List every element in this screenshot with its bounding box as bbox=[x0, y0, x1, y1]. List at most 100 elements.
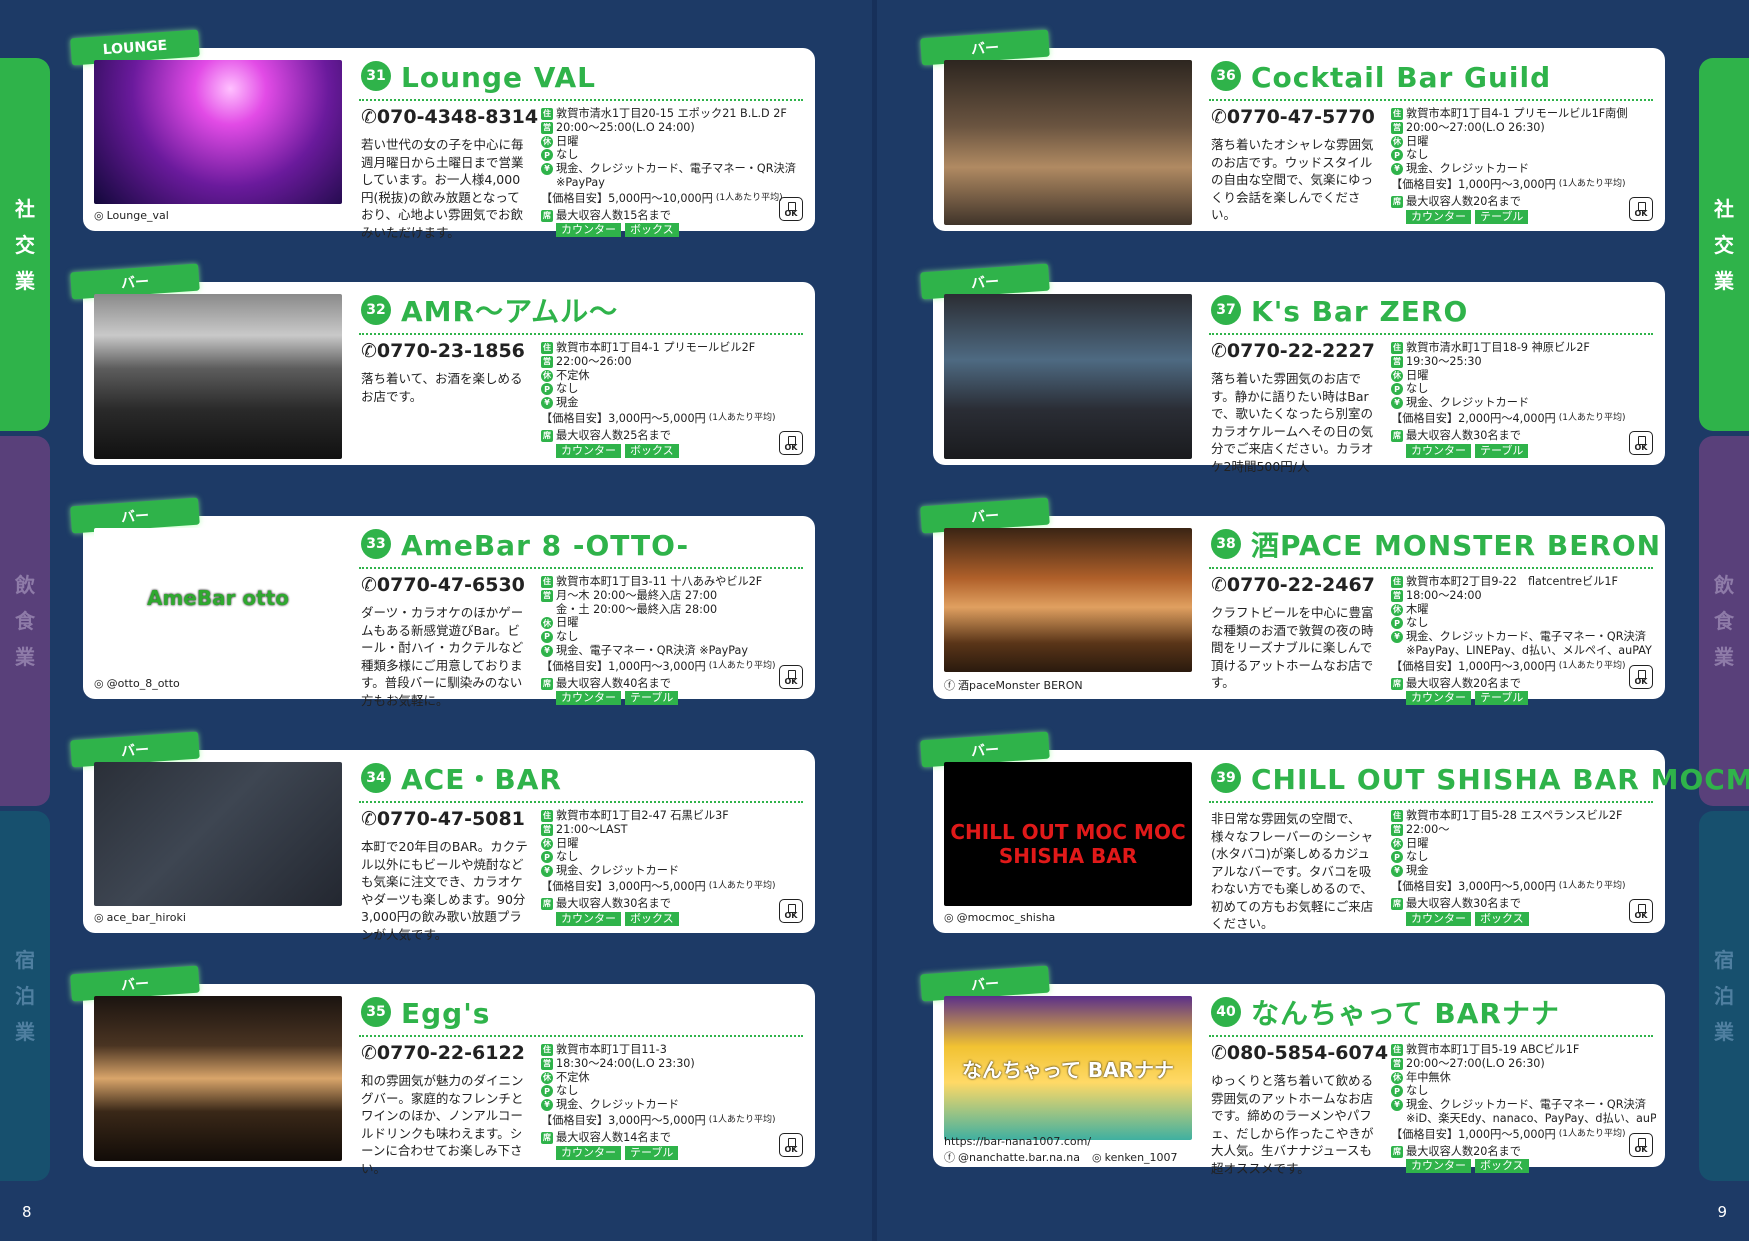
info-icon: 休 bbox=[541, 1071, 553, 1084]
info-row: P なし bbox=[1391, 1084, 1656, 1098]
info-row: P なし bbox=[1391, 850, 1656, 864]
shop-logo: CHILL OUT MOC MOC SHISHA BAR bbox=[950, 819, 1186, 868]
price-note: (1人あたり平均) bbox=[708, 660, 776, 671]
sns-item[interactable]: ◎ ace_bar_hiroki bbox=[94, 911, 186, 924]
divider bbox=[1209, 801, 1653, 803]
info-icon: 住 bbox=[1391, 108, 1403, 120]
side-tab-char: 社 bbox=[1714, 196, 1734, 221]
phone-number[interactable]: ✆0770-23-1856 bbox=[361, 340, 525, 362]
takeout-ok-icon: OK bbox=[1629, 431, 1653, 455]
info-icon: 席 bbox=[541, 209, 553, 222]
shop-number: 32 bbox=[361, 295, 391, 325]
price-row: 【価格目安】1,000円～3,000円 (1人あたり平均) bbox=[1391, 660, 1656, 674]
side-tab-char: 業 bbox=[15, 268, 35, 293]
info-value: 敦賀市本町1丁目2-47 石黒ビル3F bbox=[556, 809, 729, 822]
side-tab-food[interactable]: 飲 食 業 bbox=[0, 436, 50, 806]
info-icon: 席 bbox=[1391, 1145, 1403, 1158]
phone-value: 0770-22-2467 bbox=[1226, 574, 1375, 596]
info-icon: 住 bbox=[541, 576, 553, 588]
info-value: 18:00～24:00 bbox=[1406, 588, 1482, 602]
side-tab-char: 泊 bbox=[1714, 984, 1734, 1008]
info-icon: 営 bbox=[541, 823, 553, 836]
info-value: 現金 bbox=[556, 396, 579, 410]
info-value: なし bbox=[556, 148, 579, 162]
takeout-ok-icon: OK bbox=[779, 197, 803, 221]
info-icon: 席 bbox=[541, 897, 553, 910]
shop-photo: CHILL OUT MOC MOC SHISHA BAR bbox=[944, 762, 1192, 906]
price-value: 【価格目安】5,000円～10,000円 bbox=[541, 191, 713, 205]
price-note: (1人あたり平均) bbox=[708, 412, 776, 423]
sns-item[interactable]: ◎ @otto_8_otto bbox=[94, 677, 180, 690]
info-row: 住敦賀市本町1丁目5-19 ABCビル1F bbox=[1391, 1043, 1656, 1057]
info-value: 敦賀市清水1丁目20-15 エポック21 B.L.D 2F bbox=[556, 107, 787, 120]
takeout-ok-icon: OK bbox=[779, 431, 803, 455]
price-row: 【価格目安】3,000円～5,000円 (1人あたり平均) bbox=[541, 1114, 806, 1128]
info-icon: ¥ bbox=[541, 865, 553, 878]
shop-url[interactable]: https://bar-nana1007.com/ bbox=[944, 1135, 1092, 1148]
sns-item[interactable]: ⓕ 酒paceMonster BERON bbox=[944, 677, 1083, 693]
side-tab-social[interactable]: 社 交 業 bbox=[0, 58, 50, 431]
shop-photo bbox=[94, 996, 342, 1161]
phone-number[interactable]: ✆0770-47-6530 bbox=[361, 574, 525, 596]
side-tab-char: 交 bbox=[1714, 232, 1734, 257]
phone-icon: ✆ bbox=[361, 574, 377, 596]
info-value: 現金、クレジットカード bbox=[1406, 396, 1530, 410]
side-tab-char: 泊 bbox=[15, 984, 35, 1008]
info-value: 20:00～27:00(L.O 26:30) bbox=[1406, 1056, 1545, 1070]
phone-number[interactable]: ✆080-5854-6074 bbox=[1211, 1042, 1388, 1064]
info-row: 席最大収容人数20名まで bbox=[1391, 677, 1656, 691]
sns-item[interactable]: ◎ Lounge_val bbox=[94, 209, 169, 222]
phone-number[interactable]: ✆0770-22-2227 bbox=[1211, 340, 1375, 362]
shop-card: バー なんちゃって BARナナ https://bar-nana1007.com/ⓕ… bbox=[920, 965, 1665, 1176]
info-value: 敦賀市本町1丁目5-28 エスペランスビル2F bbox=[1406, 809, 1623, 822]
sns-item[interactable]: ◎ @mocmoc_shisha bbox=[944, 911, 1055, 924]
side-tab-lodging[interactable]: 宿 泊 業 bbox=[0, 811, 50, 1181]
price-value: 【価格目安】1,000円～3,000円 bbox=[1391, 659, 1556, 673]
side-tab-char: 食 bbox=[1714, 609, 1734, 633]
sns-item[interactable]: ⓕ @nanchatte.bar.na.na bbox=[944, 1149, 1080, 1165]
phone-number[interactable]: ✆0770-22-2467 bbox=[1211, 574, 1375, 596]
info-value: なし bbox=[1406, 616, 1429, 630]
info-row: 休年中無休 bbox=[1391, 1071, 1656, 1085]
info-icon: 住 bbox=[1391, 342, 1403, 354]
info-value: 最大収容人数30名まで bbox=[1406, 428, 1521, 442]
info-icon: 営 bbox=[1391, 589, 1403, 602]
phone-number[interactable]: ✆0770-22-6122 bbox=[361, 1042, 525, 1064]
info-icon: 住 bbox=[541, 108, 553, 120]
price-value: 【価格目安】1,000円～3,000円 bbox=[541, 659, 706, 673]
shop-logo: なんちゃって BARナナ bbox=[961, 1057, 1175, 1082]
sns-handle: 酒paceMonster BERON bbox=[958, 679, 1083, 692]
phone-number[interactable]: ✆070-4348-8314 bbox=[361, 106, 538, 128]
side-tab-social[interactable]: 社 交 業 bbox=[1699, 58, 1749, 431]
page-number: 8 bbox=[22, 1203, 32, 1221]
shop-photo bbox=[94, 294, 342, 459]
side-tab-char: 食 bbox=[15, 609, 35, 633]
info-value: 日曜 bbox=[556, 134, 579, 148]
phone-number[interactable]: ✆0770-47-5081 bbox=[361, 808, 525, 830]
phone-value: 0770-23-1856 bbox=[376, 340, 525, 362]
info-row: 席最大収容人数20名まで bbox=[1391, 195, 1656, 209]
info-row: 営 22:00～ bbox=[1391, 823, 1656, 837]
phone-number[interactable]: ✆0770-47-5770 bbox=[1211, 106, 1375, 128]
info-icon: ¥ bbox=[1391, 163, 1403, 176]
info-icon: P bbox=[541, 631, 553, 644]
side-tab-lodging[interactable]: 宿 泊 業 bbox=[1699, 811, 1749, 1181]
sns-item[interactable]: ◎ kenken_1007 bbox=[1092, 1151, 1178, 1164]
price-row: 【価格目安】1,000円～5,000円 (1人あたり平均) bbox=[1391, 1128, 1656, 1142]
info-icon: 住 bbox=[1391, 810, 1403, 822]
info-row: ¥ 現金、クレジットカード bbox=[541, 1098, 806, 1112]
price-note: (1人あたり平均) bbox=[1558, 178, 1626, 189]
info-icon: ¥ bbox=[541, 1099, 553, 1112]
info-icon: 席 bbox=[1391, 677, 1403, 690]
info-row: ※PayPay bbox=[541, 176, 806, 190]
info-value: 22:00～26:00 bbox=[556, 354, 632, 368]
shop-card: バー 32 AMR～アムル～ ✆0770-23-1856 落ち着いて、お酒を楽しめるお店… bbox=[70, 263, 815, 465]
side-tab-char: 交 bbox=[15, 232, 35, 257]
info-value: 現金、クレジットカード、電子マネー・QR決済 bbox=[556, 162, 796, 176]
info-icon: ¥ bbox=[1391, 865, 1403, 878]
side-tab-food[interactable]: 飲 食 業 bbox=[1699, 436, 1749, 806]
shop-number: 34 bbox=[361, 763, 391, 793]
info-row: 住敦賀市本町1丁目4-1 プリモールビル2F bbox=[541, 341, 806, 355]
info-value: 日曜 bbox=[1406, 836, 1429, 850]
info-row: 休不定休 bbox=[541, 1071, 806, 1085]
